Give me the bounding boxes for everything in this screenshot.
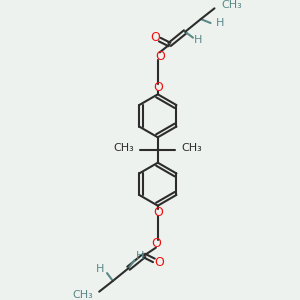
Text: H: H: [194, 34, 202, 45]
Text: O: O: [151, 237, 161, 250]
Text: CH₃: CH₃: [114, 143, 134, 153]
Text: O: O: [150, 31, 160, 44]
Text: H: H: [136, 250, 145, 260]
Text: H: H: [215, 18, 224, 28]
Text: O: O: [153, 206, 163, 219]
Text: H: H: [96, 264, 104, 274]
Text: O: O: [154, 256, 164, 269]
Text: O: O: [153, 81, 163, 94]
Text: O: O: [155, 50, 165, 63]
Text: CH₃: CH₃: [73, 290, 93, 300]
Text: CH₃: CH₃: [181, 143, 202, 153]
Text: CH₃: CH₃: [221, 0, 242, 11]
